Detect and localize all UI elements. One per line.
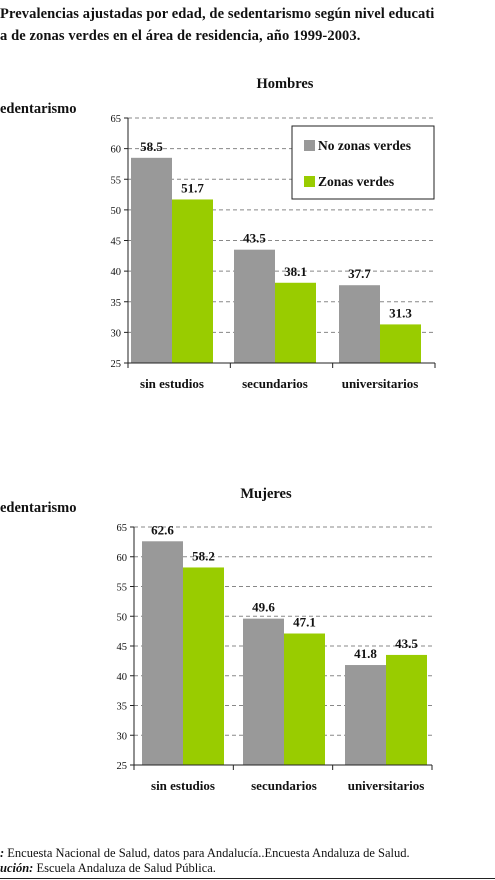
y-tick-label: 35 [117, 702, 128, 713]
y-tick-label: 30 [117, 731, 128, 742]
chart2-y-axis-label: edentarismo [0, 500, 77, 516]
y-tick-label: 25 [117, 761, 128, 772]
y-tick-label: 60 [111, 145, 122, 156]
data-label: 49.6 [252, 600, 275, 615]
bar-no-zonas-verdes [243, 618, 284, 765]
y-tick-label: 65 [111, 114, 122, 125]
footer-elaboration-text: Escuela Andaluza de Salud Pública. [33, 861, 216, 875]
chart2-title: Mujeres [240, 486, 292, 502]
data-label: 58.5 [140, 139, 163, 154]
bar-zonas-verdes [172, 199, 213, 363]
data-label: 41.8 [354, 646, 377, 661]
data-label: 43.5 [243, 231, 266, 246]
y-tick-label: 60 [117, 553, 128, 564]
footer-source-text: Encuesta Nacional de Salud, datos para A… [4, 846, 410, 860]
bar-no-zonas-verdes [339, 285, 380, 363]
bar-no-zonas-verdes [142, 541, 183, 765]
chart1-title: Hombres [256, 76, 314, 92]
footer-elaboration-prefix: ución: [0, 861, 34, 875]
x-tick-label: secundarios [242, 376, 308, 391]
y-tick-label: 40 [111, 267, 122, 278]
data-label: 51.7 [181, 180, 204, 195]
y-tick-label: 55 [111, 175, 122, 186]
data-label: 43.5 [395, 636, 418, 651]
legend-swatch [304, 140, 315, 151]
bar-zonas-verdes [386, 654, 427, 765]
y-tick-label: 40 [117, 672, 128, 683]
data-label: 31.3 [389, 305, 412, 320]
x-tick-label: universitarios [348, 778, 425, 793]
x-tick-label: sin estudios [140, 376, 204, 391]
bar-zonas-verdes [275, 282, 316, 363]
footer-rule [0, 878, 495, 879]
data-label: 58.2 [192, 548, 215, 563]
footer-source-prefix: : [0, 846, 5, 860]
legend-label: Zonas verdes [318, 174, 394, 189]
y-tick-label: 25 [111, 359, 122, 370]
bar-no-zonas-verdes [234, 249, 275, 363]
data-label: 37.7 [348, 266, 371, 281]
data-label: 62.6 [151, 522, 174, 537]
data-label: 47.1 [293, 615, 316, 630]
legend-label: No zonas verdes [318, 138, 411, 153]
footer-elaboration-line: ución: Escuela Andaluza de Salud Pública… [0, 861, 216, 876]
figure-title-line-1: Prevalencias ajustadas por edad, de sede… [0, 6, 435, 22]
figure-title-line-2: a de zonas verdes en el área de residenc… [0, 28, 361, 44]
bar-zonas-verdes [183, 567, 224, 765]
y-tick-label: 45 [117, 642, 128, 653]
bar-no-zonas-verdes [131, 157, 172, 363]
chart1-y-axis-label: edentarismo [0, 101, 77, 117]
y-tick-label: 35 [111, 298, 122, 309]
y-tick-label: 55 [117, 583, 128, 594]
y-tick-label: 45 [111, 237, 122, 248]
y-tick-label: 65 [117, 523, 128, 534]
y-tick-label: 50 [117, 612, 128, 623]
x-tick-label: sin estudios [151, 778, 215, 793]
data-label: 38.1 [284, 264, 307, 279]
footer-source-line: : Encuesta Nacional de Salud, datos para… [0, 846, 410, 861]
x-tick-label: universitarios [342, 376, 419, 391]
legend-box [291, 125, 435, 200]
bar-no-zonas-verdes [345, 665, 386, 765]
bar-zonas-verdes [380, 324, 421, 363]
y-tick-label: 50 [111, 206, 122, 217]
y-tick-label: 30 [111, 328, 122, 339]
x-tick-label: secundarios [251, 778, 317, 793]
legend-swatch [304, 176, 315, 187]
bar-zonas-verdes [284, 633, 325, 765]
